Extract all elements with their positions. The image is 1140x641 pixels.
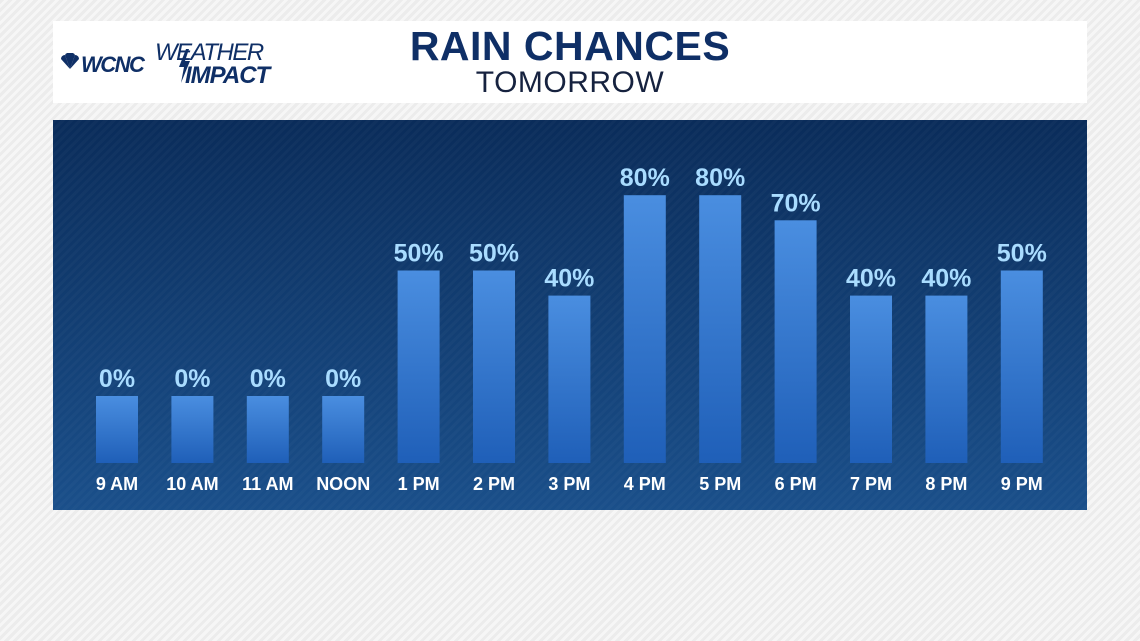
bar-9-am xyxy=(96,396,138,463)
bar-3-pm xyxy=(548,295,591,463)
logo-weather-text: WEATHER xyxy=(155,39,264,66)
bar-8-pm xyxy=(925,295,968,463)
value-label: 80% xyxy=(620,164,670,192)
lightning-bolt-icon xyxy=(179,49,190,83)
value-label: 0% xyxy=(250,365,286,393)
x-tick-label: 8 PM xyxy=(925,474,967,494)
value-label: 50% xyxy=(469,240,519,268)
bar-5-pm xyxy=(699,195,742,463)
bar-10-am xyxy=(171,396,214,463)
bar-6-pm xyxy=(774,220,817,463)
logo-station-name: WCNC xyxy=(81,52,145,77)
x-tick-label: 3 PM xyxy=(548,474,590,494)
x-tick-label: 9 PM xyxy=(1001,474,1043,494)
bar-noon xyxy=(322,396,365,463)
x-tick-label: 11 AM xyxy=(242,474,293,494)
value-label: 0% xyxy=(174,365,210,393)
bar-11-am xyxy=(246,396,289,463)
bar-9-pm xyxy=(1000,270,1043,463)
value-label: 0% xyxy=(325,365,361,393)
bar-chart: 0% 9 AM 0% 10 AM 0% 11 AM 0% NOON 50% 1 PM 50% 2 PM… xyxy=(96,164,1047,494)
x-tick-label: 1 PM xyxy=(398,474,440,494)
value-label: 40% xyxy=(921,265,971,293)
bar-2-pm xyxy=(473,270,515,463)
bar-4-pm xyxy=(623,195,666,463)
value-label: 50% xyxy=(394,240,444,268)
bar-7-pm xyxy=(850,295,892,463)
x-tick-label: 9 AM xyxy=(96,474,138,494)
x-tick-label: 2 PM xyxy=(473,474,515,494)
value-label: 0% xyxy=(99,365,135,393)
station-logo: WCNC WEATHER IMPACT xyxy=(59,35,299,91)
value-label: 70% xyxy=(771,189,821,217)
value-label: 80% xyxy=(695,164,745,192)
peacock-icon xyxy=(61,53,79,69)
x-tick-label: 7 PM xyxy=(850,474,892,494)
chart-title: RAIN CHANCES xyxy=(409,23,731,69)
header: WCNC WEATHER IMPACT RAIN CHANCES TOMORRO… xyxy=(53,21,1087,103)
x-tick-label: 4 PM xyxy=(624,474,666,494)
value-label: 40% xyxy=(846,265,896,293)
x-tick-label: NOON xyxy=(316,474,370,494)
logo-impact-text: IMPACT xyxy=(185,62,270,89)
bar-1-pm xyxy=(397,270,440,463)
value-label: 40% xyxy=(544,265,594,293)
x-tick-label: 5 PM xyxy=(699,474,741,494)
chart-subtitle: TOMORROW xyxy=(475,66,665,99)
x-tick-label: 10 AM xyxy=(166,474,218,494)
chart-panel: 0% 9 AM 0% 10 AM 0% 11 AM 0% NOON 50% 1 PM 50% 2 PM… xyxy=(53,120,1087,510)
value-label: 50% xyxy=(997,240,1047,268)
x-tick-label: 6 PM xyxy=(775,474,817,494)
